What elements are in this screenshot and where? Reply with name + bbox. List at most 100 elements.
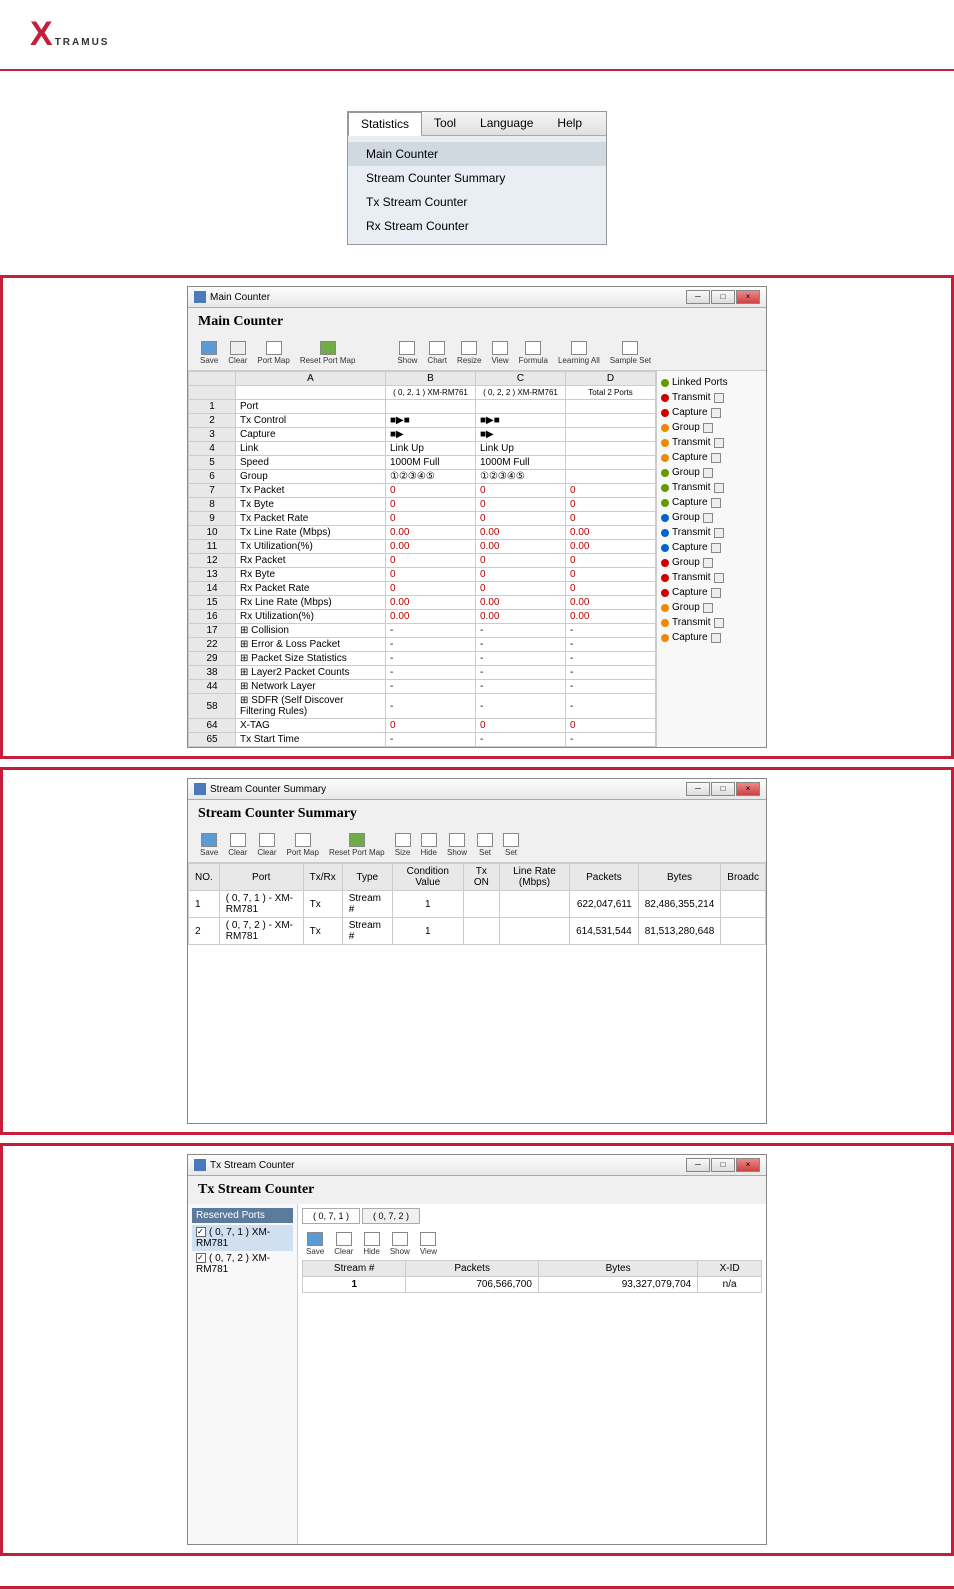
minimize-button[interactable]: ─: [686, 1158, 710, 1172]
side-group-item[interactable]: Transmit: [661, 480, 762, 495]
tx-header-row: Stream # Packets Bytes X-ID: [303, 1261, 762, 1277]
save-icon: [307, 1232, 323, 1246]
small-box-icon: [711, 453, 721, 463]
tab-help[interactable]: Help: [545, 112, 594, 135]
portmap-icon: [295, 833, 311, 847]
tx-data-row: 1 706,566,700 93,327,079,704 n/a: [303, 1277, 762, 1293]
tb-portmap[interactable]: Port Map: [253, 339, 293, 367]
side-group-item[interactable]: Transmit: [661, 525, 762, 540]
h-bytes: Bytes: [638, 864, 721, 891]
menu-tx-stream[interactable]: Tx Stream Counter: [348, 190, 606, 214]
bullet-icon: [661, 604, 669, 612]
close-button[interactable]: ×: [736, 1158, 760, 1172]
tb-formula[interactable]: Formula: [515, 339, 552, 367]
tb-portmap[interactable]: Port Map: [282, 831, 322, 859]
menu-main-counter[interactable]: Main Counter: [348, 142, 606, 166]
title-left: Main Counter: [194, 291, 270, 303]
cell-broadc: [721, 918, 766, 945]
cell-d: 0: [566, 568, 656, 582]
tb-reset-portmap[interactable]: Reset Port Map: [296, 339, 360, 367]
side-group-item[interactable]: Capture: [661, 585, 762, 600]
linked-ports[interactable]: Linked Ports: [661, 375, 762, 390]
menu-tabs: Statistics Tool Language Help: [348, 112, 606, 136]
side-group-item[interactable]: Transmit: [661, 435, 762, 450]
maximize-button[interactable]: □: [711, 782, 735, 796]
cell-d: [566, 428, 656, 442]
resize-icon: [461, 341, 477, 355]
tb-clear[interactable]: Clear: [224, 339, 251, 367]
side-group-item[interactable]: Group: [661, 420, 762, 435]
side-group-item[interactable]: Capture: [661, 495, 762, 510]
tb-save[interactable]: Save: [196, 339, 222, 367]
tb-view[interactable]: View: [416, 1230, 441, 1258]
tb-show[interactable]: Show: [443, 831, 471, 859]
tb-clear[interactable]: Clear: [330, 1230, 357, 1258]
side-group-item[interactable]: Capture: [661, 405, 762, 420]
menu-stream-summary[interactable]: Stream Counter Summary: [348, 166, 606, 190]
close-button[interactable]: ×: [736, 290, 760, 304]
tb-save[interactable]: Save: [196, 831, 222, 859]
table-row: 2 ( 0, 7, 2 ) - XM-RM781 Tx Stream # 1 6…: [189, 918, 766, 945]
col-b: B: [386, 372, 476, 386]
close-button[interactable]: ×: [736, 782, 760, 796]
tree-item-1[interactable]: ( 0, 7, 1 ) XM-RM781: [192, 1225, 293, 1251]
tb-learning[interactable]: Learning All: [554, 339, 604, 367]
row-num: 8: [189, 498, 236, 512]
side-group-item[interactable]: Group: [661, 510, 762, 525]
tb-save[interactable]: Save: [302, 1230, 328, 1258]
side-group-item[interactable]: Transmit: [661, 615, 762, 630]
menu-rx-stream[interactable]: Rx Stream Counter: [348, 214, 606, 238]
row-num: 29: [189, 652, 236, 666]
tx-tab-2[interactable]: ( 0, 7, 2 ): [362, 1208, 420, 1224]
small-box-icon: [714, 483, 724, 493]
bullet-icon: [661, 514, 669, 522]
side-group-item[interactable]: Capture: [661, 630, 762, 645]
clear-icon: [230, 833, 246, 847]
tb-show[interactable]: Show: [393, 339, 421, 367]
side-group-item[interactable]: Capture: [661, 540, 762, 555]
tree-item-2[interactable]: ( 0, 7, 2 ) XM-RM781: [192, 1251, 293, 1277]
maximize-button[interactable]: □: [711, 290, 735, 304]
minimize-button[interactable]: ─: [686, 290, 710, 304]
cell-d: -: [566, 652, 656, 666]
tb-reset[interactable]: Reset Port Map: [325, 831, 389, 859]
reset-icon: [349, 833, 365, 847]
side-group-item[interactable]: Group: [661, 555, 762, 570]
tb-clear2[interactable]: Clear: [253, 831, 280, 859]
col-d: D: [566, 372, 656, 386]
side-group-item[interactable]: Transmit: [661, 390, 762, 405]
tab-statistics[interactable]: Statistics: [348, 112, 422, 136]
side-group-item[interactable]: Transmit: [661, 570, 762, 585]
maximize-button[interactable]: □: [711, 1158, 735, 1172]
tb-set2[interactable]: Set: [499, 831, 523, 859]
tb-hide[interactable]: Hide: [417, 831, 441, 859]
tx-tab-1[interactable]: ( 0, 7, 1 ): [302, 1208, 360, 1224]
main-counter-grid-area: A B C D ( 0, 2, 1 ) XM-RM761 ( 0, 2, 2 )…: [188, 371, 766, 747]
tb-size[interactable]: Size: [391, 831, 415, 859]
tb-view[interactable]: View: [487, 339, 512, 367]
cell-c: -: [476, 638, 566, 652]
side-group-item[interactable]: Capture: [661, 450, 762, 465]
bullet-icon: [661, 394, 669, 402]
tb-show[interactable]: Show: [386, 1230, 414, 1258]
row-label: ⊞ Error & Loss Packet: [236, 638, 386, 652]
title-left: Stream Counter Summary: [194, 783, 326, 795]
tb-sample[interactable]: Sample Set: [606, 339, 655, 367]
cell-d: 0: [566, 719, 656, 733]
tab-language[interactable]: Language: [468, 112, 545, 135]
bullet-icon: [661, 574, 669, 582]
tab-tool[interactable]: Tool: [422, 112, 468, 135]
cell-d: 0: [566, 498, 656, 512]
cell-c: 0.00: [476, 526, 566, 540]
tb-set[interactable]: Set: [473, 831, 497, 859]
tb-hide[interactable]: Hide: [359, 1230, 383, 1258]
tb-clear[interactable]: Clear: [224, 831, 251, 859]
tb-chart[interactable]: Chart: [423, 339, 451, 367]
main-counter-window: Main Counter ─ □ × Main Counter Save Cle…: [187, 286, 767, 748]
side-group-item[interactable]: Group: [661, 465, 762, 480]
row-num: 22: [189, 638, 236, 652]
side-group-item[interactable]: Group: [661, 600, 762, 615]
tb-resize[interactable]: Resize: [453, 339, 485, 367]
minimize-button[interactable]: ─: [686, 782, 710, 796]
cell-b: 0: [386, 498, 476, 512]
